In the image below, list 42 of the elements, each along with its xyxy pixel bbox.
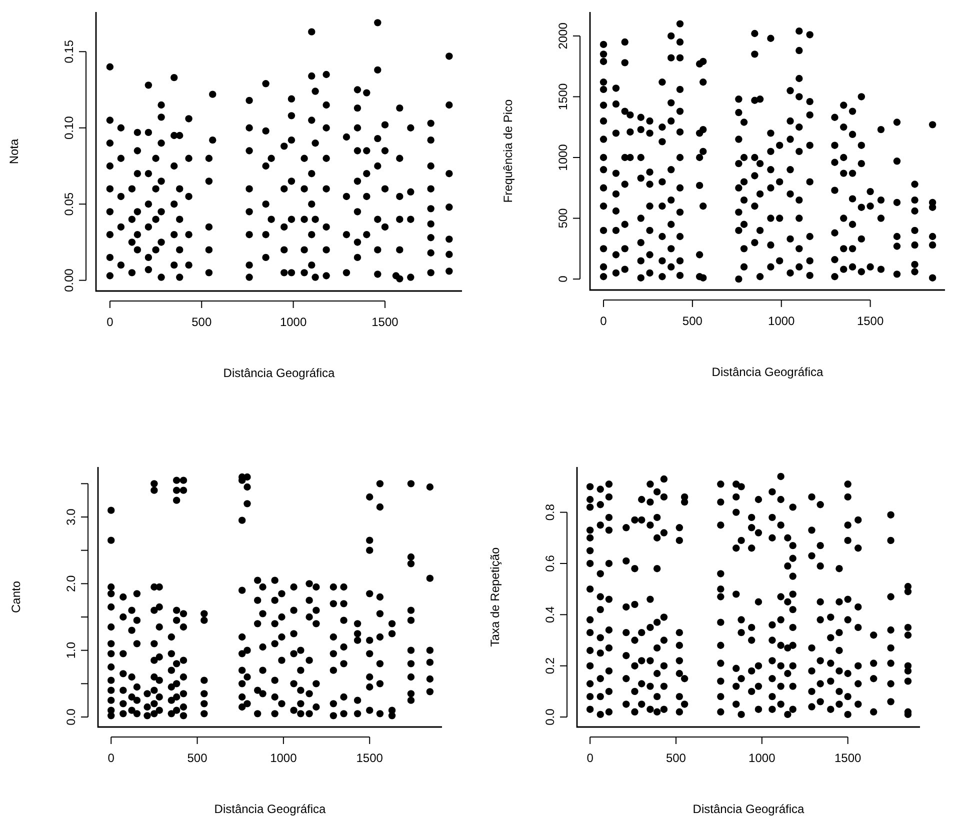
- y-tick-label: 1000: [556, 144, 570, 171]
- x-tick-label: 1500: [834, 751, 862, 765]
- y-tick-label: 3.0: [64, 508, 78, 526]
- y-tick-label: 1.0: [64, 642, 78, 659]
- y-axis-title: Taxa de Repetição: [488, 546, 502, 647]
- x-tick-label: 1500: [856, 314, 884, 328]
- x-tick-label: 1500: [372, 315, 399, 329]
- y-tick-label: 2000: [556, 22, 570, 50]
- x-tick-label: 500: [666, 751, 686, 765]
- x-tick-label: 1000: [280, 315, 307, 329]
- x-tick-label: 500: [187, 751, 208, 765]
- x-tick-label: 0: [108, 751, 115, 765]
- y-axis-title: Canto: [9, 580, 23, 614]
- x-tick-label: 0: [586, 751, 594, 765]
- y-tick-label: 1500: [556, 83, 570, 110]
- x-tick-label: 1000: [748, 751, 776, 765]
- y-tick-label: 0: [556, 275, 570, 282]
- y-tick-label: 0.05: [62, 192, 76, 216]
- y-tick-label: 0.2: [543, 657, 557, 674]
- x-tick-label: 0: [600, 314, 608, 328]
- y-tick-label: 0.0: [543, 708, 557, 726]
- x-axis-title: Distância Geográfica: [712, 365, 824, 379]
- y-tick-label: 0.10: [62, 116, 76, 140]
- x-tick-label: 1000: [768, 314, 796, 328]
- y-tick-label: 2.0: [64, 575, 78, 592]
- x-tick-label: 1500: [356, 751, 384, 765]
- y-axis-title: Nota: [7, 138, 21, 164]
- y-tick-label: 0.0: [64, 708, 78, 726]
- y-tick-label: 500: [556, 208, 570, 228]
- y-tick-label: 0.15: [62, 40, 76, 64]
- x-tick-label: 500: [682, 314, 703, 328]
- x-tick-label: 0: [106, 315, 114, 329]
- y-tick-label: 0.4: [543, 606, 557, 623]
- y-axis-title: Frequência de Pico: [501, 98, 515, 203]
- x-tick-label: 1000: [270, 751, 298, 765]
- x-axis-title: Distância Geográfica: [214, 802, 326, 816]
- y-tick-label: 0.00: [62, 268, 76, 292]
- y-tick-label: 0.8: [543, 504, 557, 521]
- x-tick-label: 500: [192, 315, 212, 329]
- x-axis-title: Distância Geográfica: [692, 802, 805, 816]
- x-axis-title: Distância Geográfica: [223, 366, 336, 380]
- y-tick-label: 0.6: [543, 554, 557, 572]
